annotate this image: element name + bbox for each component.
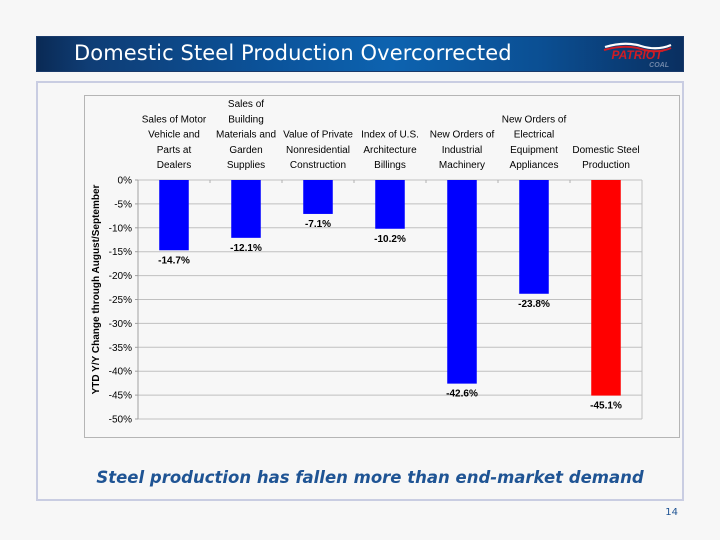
category-label-line: Electrical: [514, 130, 555, 141]
data-label-3: -7.1%: [305, 219, 331, 230]
category-label-5: New Orders of Industrial Machinery: [430, 130, 495, 171]
category-label-line: Sales of Motor: [142, 114, 207, 125]
category-label-line: Dealers: [157, 160, 191, 171]
category-label-line: Architecture: [363, 145, 417, 156]
y-tick-label: -5%: [114, 199, 132, 210]
category-label-line: Billings: [374, 160, 406, 171]
category-label-line: Production: [582, 160, 630, 171]
category-label-line: Industrial: [442, 145, 483, 156]
slide-tagline: Steel production has fallen more than en…: [96, 468, 644, 487]
bar-5: [447, 180, 477, 384]
y-tick-label: -25%: [109, 295, 132, 306]
category-label-2: Sales of Building Materials and Garden Suppl…: [216, 99, 276, 171]
category-label-line: Construction: [290, 160, 346, 171]
page-number: 14: [665, 507, 678, 518]
category-label-line: New Orders of: [502, 114, 567, 125]
bar-3: [303, 180, 333, 214]
bar-2: [231, 180, 261, 238]
data-label-2: -12.1%: [230, 243, 262, 254]
data-label-6: -23.8%: [518, 299, 550, 310]
category-label-line: Equipment: [510, 145, 558, 156]
y-tick-label: -10%: [109, 223, 132, 234]
slide-title: Domestic Steel Production Overcorrected: [74, 41, 512, 65]
data-label-4: -10.2%: [374, 234, 406, 245]
category-label-line: Domestic Steel: [572, 145, 639, 156]
bar-4: [375, 180, 405, 229]
category-label-line: Supplies: [227, 160, 265, 171]
category-label-4: Index of U.S. Architecture Billings: [361, 130, 419, 171]
category-label-line: New Orders of: [430, 130, 495, 141]
category-label-line: Sales of: [228, 99, 264, 110]
y-tick-label: -50%: [109, 415, 132, 426]
y-tick-label: -45%: [109, 391, 132, 402]
logo-text-coal: COAL: [649, 62, 669, 69]
data-labels: -14.7% -12.1% -7.1% -10.2% -42.6% -23.8% -45.1…: [158, 219, 622, 412]
y-tick-label: -15%: [109, 247, 132, 258]
patriot-coal-logo-icon: PATRIOT COAL: [603, 42, 672, 69]
bars: [159, 180, 621, 396]
category-label-3: Value of Private Nonresidential Constructi…: [283, 130, 353, 171]
y-tick-label: -20%: [109, 271, 132, 282]
bar-1: [159, 180, 189, 251]
y-axis-ticks: 0% -5% -10% -15% -20% -25% -30% -35% -40% -45% -50…: [109, 176, 132, 426]
bar-6: [519, 180, 549, 294]
category-label-line: Garden: [229, 145, 262, 156]
y-tick-label: 0%: [118, 176, 133, 187]
data-label-7: -45.1%: [590, 401, 622, 412]
slide-title-bar: Domestic Steel Production Overcorrected …: [36, 36, 684, 72]
category-label-line: Nonresidential: [286, 145, 350, 156]
data-label-1: -14.7%: [158, 255, 190, 266]
bar-7: [591, 180, 621, 396]
y-tick-label: -30%: [109, 319, 132, 330]
data-label-5: -42.6%: [446, 389, 478, 400]
y-tick-label: -35%: [109, 343, 132, 354]
chart-frame: [84, 95, 680, 438]
category-label-1: Sales of Motor Vehicle and Parts at Dealers: [142, 114, 207, 171]
category-label-line: Machinery: [439, 160, 485, 171]
category-labels: Sales of Motor Vehicle and Parts at Dealers…: [142, 99, 640, 171]
category-label-6: New Orders of Electrical Equipment Applianc…: [502, 114, 567, 171]
y-tick-label: -40%: [109, 367, 132, 378]
logo-text-patriot: PATRIOT: [612, 48, 665, 62]
category-label-line: Appliances: [510, 160, 559, 171]
category-label-line: Materials and: [216, 130, 276, 141]
category-label-line: Parts at: [157, 145, 192, 156]
category-label-line: Building: [228, 114, 264, 125]
category-label-line: Vehicle and: [148, 130, 200, 141]
category-label-7: Domestic Steel Production: [572, 145, 639, 171]
category-label-line: Index of U.S.: [361, 130, 419, 141]
category-label-line: Value of Private: [283, 130, 353, 141]
y-axis-title: YTD Y/Y Change through August/September: [91, 184, 102, 394]
